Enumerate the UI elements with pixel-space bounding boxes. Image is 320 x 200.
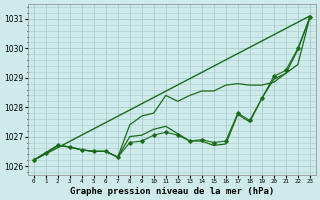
X-axis label: Graphe pression niveau de la mer (hPa): Graphe pression niveau de la mer (hPa) bbox=[70, 187, 274, 196]
